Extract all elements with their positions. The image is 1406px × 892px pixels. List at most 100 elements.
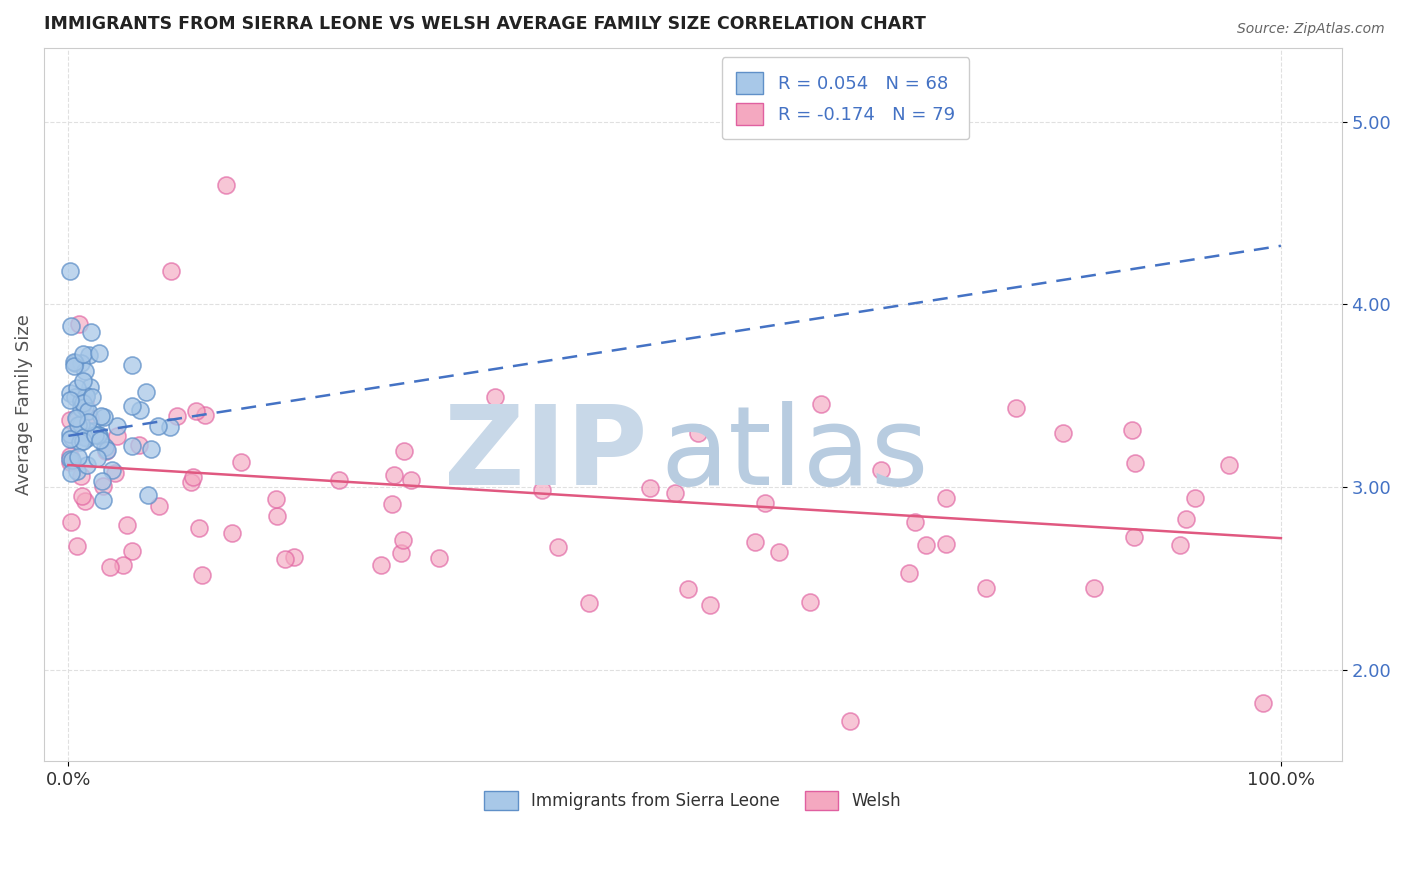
Point	[94, 444, 117, 458]
Point	[1218, 458, 1240, 473]
Point	[1052, 425, 1074, 440]
Point	[73, 430, 96, 444]
Point	[266, 508, 288, 523]
Point	[427, 551, 450, 566]
Point	[101, 463, 124, 477]
Point	[897, 566, 920, 580]
Point	[221, 525, 243, 540]
Point	[59, 432, 82, 446]
Point	[484, 390, 506, 404]
Point	[59, 319, 82, 334]
Point	[935, 491, 957, 505]
Point	[98, 559, 121, 574]
Point	[82, 424, 104, 438]
Point	[77, 404, 100, 418]
Point	[194, 408, 217, 422]
Point	[77, 424, 100, 438]
Point	[76, 432, 98, 446]
Point	[394, 444, 416, 458]
Point	[66, 464, 89, 478]
Point	[69, 401, 91, 415]
Point	[80, 325, 103, 339]
Point	[59, 515, 82, 529]
Point	[283, 549, 305, 564]
Point	[141, 442, 163, 456]
Point	[264, 492, 287, 507]
Point	[1005, 401, 1028, 416]
Point	[84, 427, 107, 442]
Point	[94, 440, 117, 454]
Point	[93, 409, 115, 424]
Point	[82, 391, 104, 405]
Point	[73, 401, 96, 415]
Point	[676, 582, 699, 596]
Point	[181, 470, 204, 484]
Point	[79, 380, 101, 394]
Point	[1168, 538, 1191, 552]
Point	[1253, 696, 1275, 710]
Point	[58, 393, 80, 408]
Point	[810, 397, 832, 411]
Point	[58, 455, 80, 469]
Point	[664, 486, 686, 500]
Point	[547, 540, 569, 554]
Point	[86, 450, 108, 465]
Point	[974, 582, 997, 596]
Point	[73, 425, 96, 439]
Point	[58, 386, 80, 401]
Point	[391, 533, 413, 548]
Point	[754, 496, 776, 510]
Point	[215, 178, 238, 193]
Point	[391, 546, 413, 560]
Point	[159, 420, 181, 434]
Y-axis label: Average Family Size: Average Family Size	[15, 314, 32, 495]
Point	[699, 598, 721, 612]
Point	[59, 466, 82, 480]
Point	[799, 595, 821, 609]
Point	[190, 568, 212, 582]
Point	[62, 359, 84, 373]
Point	[87, 345, 110, 359]
Point	[69, 394, 91, 409]
Point	[1121, 423, 1143, 437]
Point	[1175, 511, 1198, 525]
Point	[1123, 456, 1146, 470]
Point	[530, 483, 553, 497]
Point	[72, 347, 94, 361]
Point	[67, 418, 90, 433]
Point	[274, 551, 297, 566]
Point	[75, 389, 97, 403]
Point	[58, 413, 80, 427]
Point	[76, 458, 98, 473]
Point	[66, 539, 89, 553]
Point	[231, 455, 253, 469]
Point	[58, 264, 80, 278]
Point	[66, 411, 89, 425]
Point	[91, 492, 114, 507]
Point	[401, 473, 423, 487]
Point	[121, 439, 143, 453]
Point	[166, 409, 188, 424]
Point	[66, 381, 89, 395]
Point	[1123, 531, 1146, 545]
Text: IMMIGRANTS FROM SIERRA LEONE VS WELSH AVERAGE FAMILY SIZE CORRELATION CHART: IMMIGRANTS FROM SIERRA LEONE VS WELSH AV…	[44, 15, 927, 33]
Point	[60, 453, 83, 467]
Point	[73, 425, 96, 439]
Point	[1184, 491, 1206, 505]
Point	[69, 417, 91, 431]
Point	[59, 449, 82, 463]
Point	[138, 487, 160, 501]
Point	[67, 450, 90, 464]
Point	[121, 543, 143, 558]
Point	[382, 468, 405, 483]
Point	[146, 419, 169, 434]
Point	[935, 537, 957, 551]
Point	[105, 429, 128, 443]
Point	[870, 462, 893, 476]
Point	[63, 356, 86, 370]
Point	[59, 427, 82, 442]
Point	[121, 400, 143, 414]
Point	[328, 473, 350, 487]
Point	[104, 467, 127, 481]
Point	[90, 409, 112, 423]
